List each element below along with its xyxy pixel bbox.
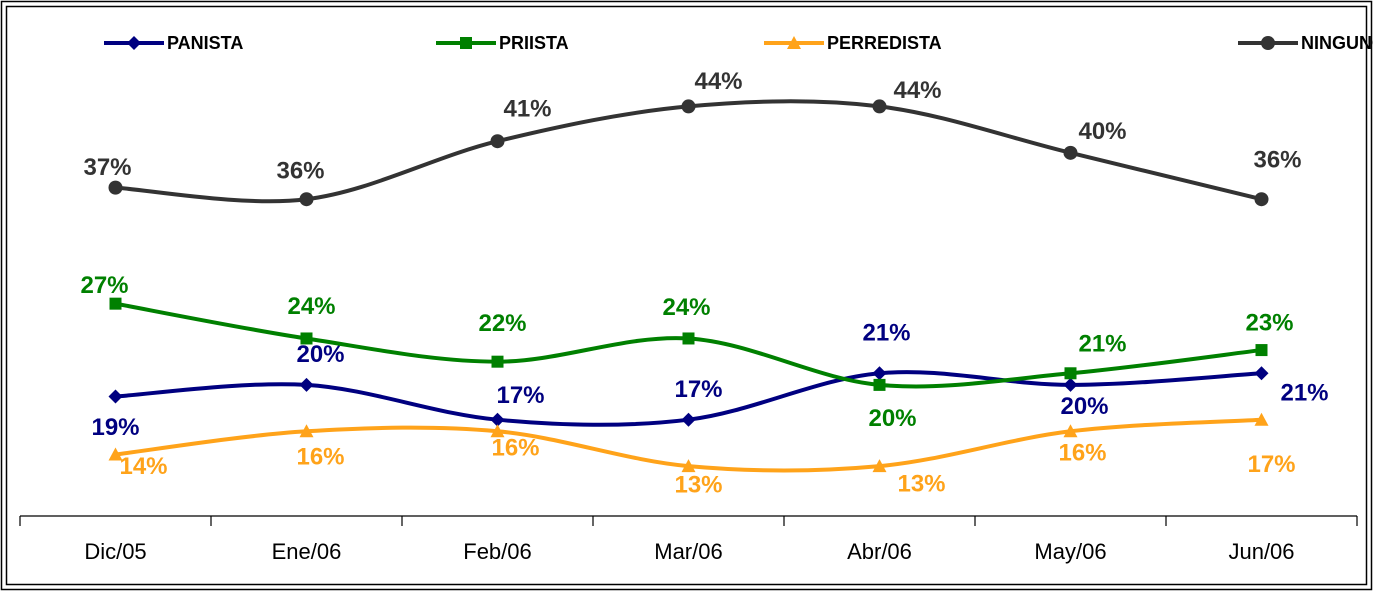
legend-marker xyxy=(460,37,472,49)
point-marker xyxy=(1254,412,1269,426)
data-label: 44% xyxy=(694,68,742,95)
x-tick-label: Feb/06 xyxy=(463,539,532,564)
point-marker xyxy=(681,459,696,473)
data-label: 17% xyxy=(1247,451,1295,478)
point-marker xyxy=(1254,366,1269,381)
point-marker xyxy=(299,192,314,207)
data-label: 17% xyxy=(674,376,722,403)
data-label: 44% xyxy=(893,77,941,104)
legend-label: PERREDISTA xyxy=(827,33,942,53)
point-marker xyxy=(1063,145,1078,160)
data-label: 16% xyxy=(491,435,539,462)
point-marker xyxy=(872,459,887,473)
data-label: 13% xyxy=(674,471,722,498)
data-label: 17% xyxy=(496,382,544,409)
point-marker xyxy=(108,180,123,195)
series-line xyxy=(115,99,1262,204)
point-marker xyxy=(108,389,123,404)
data-label: 37% xyxy=(83,154,131,181)
point-marker xyxy=(108,447,123,461)
data-label: 36% xyxy=(276,158,324,185)
point-marker xyxy=(299,377,314,392)
data-label: 20% xyxy=(1060,393,1108,420)
point-marker xyxy=(1063,377,1078,392)
legend-label: PRIISTA xyxy=(499,33,569,53)
x-tick-label: Abr/06 xyxy=(847,539,912,564)
data-label: 16% xyxy=(1058,440,1106,467)
data-label: 24% xyxy=(287,293,335,320)
point-marker xyxy=(109,297,122,310)
data-label: 36% xyxy=(1253,147,1301,174)
point-marker xyxy=(682,332,695,345)
point-marker xyxy=(490,134,505,149)
data-label: 22% xyxy=(478,310,526,337)
point-marker xyxy=(299,424,314,438)
point-marker xyxy=(1063,424,1078,438)
legend-marker xyxy=(1261,36,1275,50)
point-marker xyxy=(300,332,313,345)
data-label: 21% xyxy=(1078,331,1126,358)
point-marker xyxy=(681,412,696,427)
point-marker xyxy=(490,412,505,427)
x-tick-label: Mar/06 xyxy=(654,539,722,564)
x-tick-label: Ene/06 xyxy=(272,539,342,564)
x-tick-label: May/06 xyxy=(1034,539,1106,564)
legend-marker xyxy=(127,36,141,50)
data-label: 20% xyxy=(296,341,344,368)
data-label: 16% xyxy=(296,444,344,471)
point-marker xyxy=(681,99,696,114)
x-tick-label: Dic/05 xyxy=(84,539,146,564)
point-marker xyxy=(490,424,505,438)
x-tick-label: Jun/06 xyxy=(1228,539,1294,564)
point-marker xyxy=(491,355,504,368)
data-label: 14% xyxy=(119,453,167,480)
inner-frame xyxy=(5,5,1368,586)
legend-label: PANISTA xyxy=(167,33,243,53)
point-marker xyxy=(1254,192,1269,207)
data-label: 24% xyxy=(662,294,710,321)
data-label: 23% xyxy=(1245,309,1293,336)
data-label: 27% xyxy=(80,272,128,299)
data-label: 21% xyxy=(1280,380,1328,407)
point-marker xyxy=(1064,367,1077,380)
point-marker xyxy=(873,378,886,391)
point-marker xyxy=(1255,344,1268,357)
data-label: 21% xyxy=(862,320,910,347)
data-label: 20% xyxy=(868,405,916,432)
point-marker xyxy=(872,366,887,381)
data-label: 19% xyxy=(91,414,139,441)
legend-label: NINGUNO xyxy=(1301,33,1373,53)
point-marker xyxy=(872,99,887,114)
data-label: 41% xyxy=(503,96,551,123)
data-label: 13% xyxy=(897,470,945,497)
legend-marker xyxy=(787,36,801,49)
data-label: 40% xyxy=(1078,118,1126,145)
